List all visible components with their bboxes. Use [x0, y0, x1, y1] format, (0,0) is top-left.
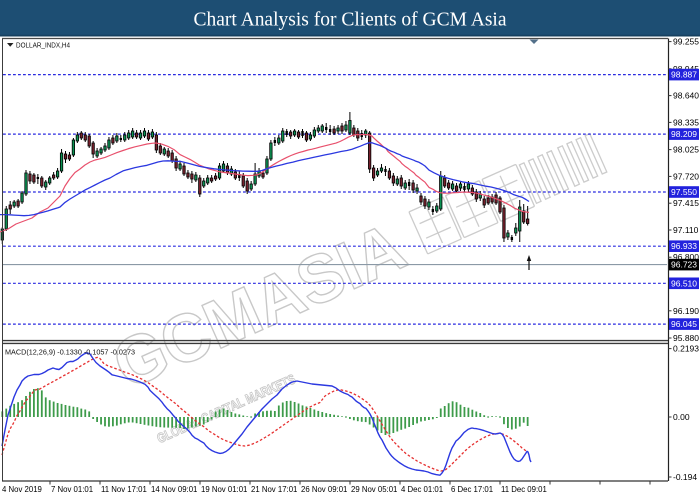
svg-text:29 Nov 05:01: 29 Nov 05:01	[351, 485, 397, 494]
svg-text:96.190: 96.190	[673, 306, 699, 316]
svg-text:98.640: 98.640	[673, 91, 699, 101]
svg-text:96.045: 96.045	[671, 319, 697, 329]
svg-text:26 Nov 09:01: 26 Nov 09:01	[301, 485, 347, 494]
svg-text:21 Nov 17:01: 21 Nov 17:01	[251, 485, 297, 494]
svg-text:95.880: 95.880	[673, 333, 699, 343]
svg-text:96.800: 96.800	[673, 252, 699, 262]
svg-text:97.720: 97.720	[673, 171, 699, 181]
svg-text:97.415: 97.415	[673, 198, 699, 208]
svg-text:MACD(12,26,9) -0.1330 -0.1057: MACD(12,26,9) -0.1330 -0.1057 -0.0273	[5, 348, 135, 357]
svg-text:Chart Analysis for Clients of: Chart Analysis for Clients of GCM Asia	[194, 10, 507, 31]
svg-text:96.723: 96.723	[671, 260, 697, 270]
svg-text:98.335: 98.335	[673, 117, 699, 127]
svg-text:11 Dec 09:01: 11 Dec 09:01	[501, 485, 547, 494]
svg-text:DOLLAR_INDX,H4: DOLLAR_INDX,H4	[16, 40, 70, 49]
svg-text:96.510: 96.510	[671, 278, 697, 288]
svg-text:4 Dec 01:01: 4 Dec 01:01	[401, 485, 443, 494]
svg-text:11 Nov 17:01: 11 Nov 17:01	[101, 485, 147, 494]
svg-text:97.550: 97.550	[671, 187, 697, 197]
svg-text:-0.194: -0.194	[673, 472, 697, 482]
svg-text:99.255: 99.255	[673, 37, 699, 47]
svg-text:96.933: 96.933	[671, 241, 697, 251]
svg-text:98.209: 98.209	[671, 129, 697, 139]
svg-text:0.2193: 0.2193	[673, 344, 699, 354]
svg-text:14 Nov 09:01: 14 Nov 09:01	[151, 485, 197, 494]
svg-text:19 Nov 01:01: 19 Nov 01:01	[201, 485, 247, 494]
svg-text:98.887: 98.887	[671, 70, 697, 80]
svg-text:7 Nov 01:01: 7 Nov 01:01	[51, 485, 93, 494]
svg-text:6 Dec 17:01: 6 Dec 17:01	[451, 485, 493, 494]
svg-text:98.025: 98.025	[673, 145, 699, 155]
svg-text:97.110: 97.110	[673, 225, 699, 235]
svg-text:4 Nov 2019: 4 Nov 2019	[2, 485, 42, 494]
svg-text:0.00: 0.00	[673, 412, 690, 422]
